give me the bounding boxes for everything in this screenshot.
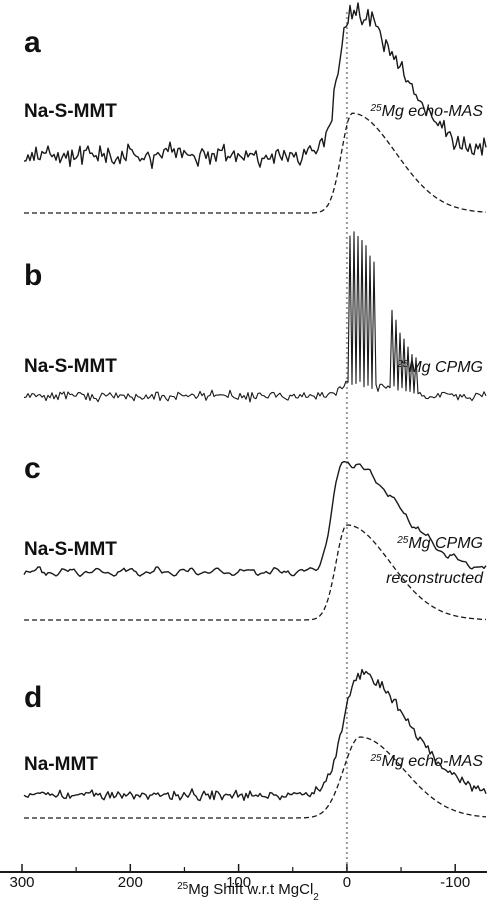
simulated-spectrum xyxy=(24,112,487,214)
x-axis-title-subscript: 2 xyxy=(313,892,319,901)
x-tick-label: 0 xyxy=(343,874,351,891)
panel-letter: b xyxy=(24,259,42,292)
x-tick-label: 100 xyxy=(226,874,251,891)
x-axis-title-main: Mg Shift w.r.t MgCl xyxy=(188,881,313,898)
x-tick-label: 300 xyxy=(9,874,34,891)
panel-d: d Na-MMT 25Mg echo-MAS xyxy=(23,668,487,819)
experiment-label: 25Mg echo-MAS xyxy=(370,103,484,121)
simulated-spectrum xyxy=(24,736,487,819)
x-tick-label: -100 xyxy=(440,874,470,891)
panel-b: bNa-S-MMT 25Mg CPMG xyxy=(23,231,487,403)
experiment-isotope: 25 xyxy=(370,103,383,114)
experiment-isotope: 25 xyxy=(396,535,409,546)
experimental-spectrum xyxy=(23,2,487,170)
experiment-nucleus: Mg CPMG xyxy=(408,359,483,376)
experimental-spectrum xyxy=(23,668,487,802)
experiment-nucleus: Mg echo-MAS xyxy=(382,103,484,120)
simulated-spectrum xyxy=(24,524,487,621)
sample-label: Na-MMT xyxy=(24,754,98,775)
experiment-isotope: 25 xyxy=(370,753,383,764)
experiment-label: reconstructed xyxy=(386,570,484,587)
x-axis-title-superscript: 25 xyxy=(177,881,189,892)
panel-letter: c xyxy=(24,452,41,485)
panel-c: c Na-S-MMT 25Mg CPMG reconstructed xyxy=(23,452,487,621)
experiment-nucleus: Mg echo-MAS xyxy=(382,753,484,770)
experimental-spectrum xyxy=(23,231,487,403)
experiment-label: 25Mg echo-MAS xyxy=(370,753,484,771)
x-tick-label: 200 xyxy=(118,874,143,891)
experimental-spectrum xyxy=(23,460,487,577)
panel-letter: a xyxy=(24,26,41,59)
experiment-label: 25Mg CPMG xyxy=(396,535,483,553)
sample-label: Na-S-MMT xyxy=(24,539,117,560)
sample-label: Na-S-MMT xyxy=(24,101,117,122)
sample-label: Na-S-MMT xyxy=(24,356,117,377)
x-axis-title: 25Mg Shift w.r.t MgCl2 xyxy=(177,881,319,901)
experiment-nucleus: Mg CPMG xyxy=(408,535,483,552)
panel-letter: d xyxy=(24,681,42,714)
panel-a: a Na-S-MMT 25Mg echo-MAS xyxy=(23,2,487,214)
